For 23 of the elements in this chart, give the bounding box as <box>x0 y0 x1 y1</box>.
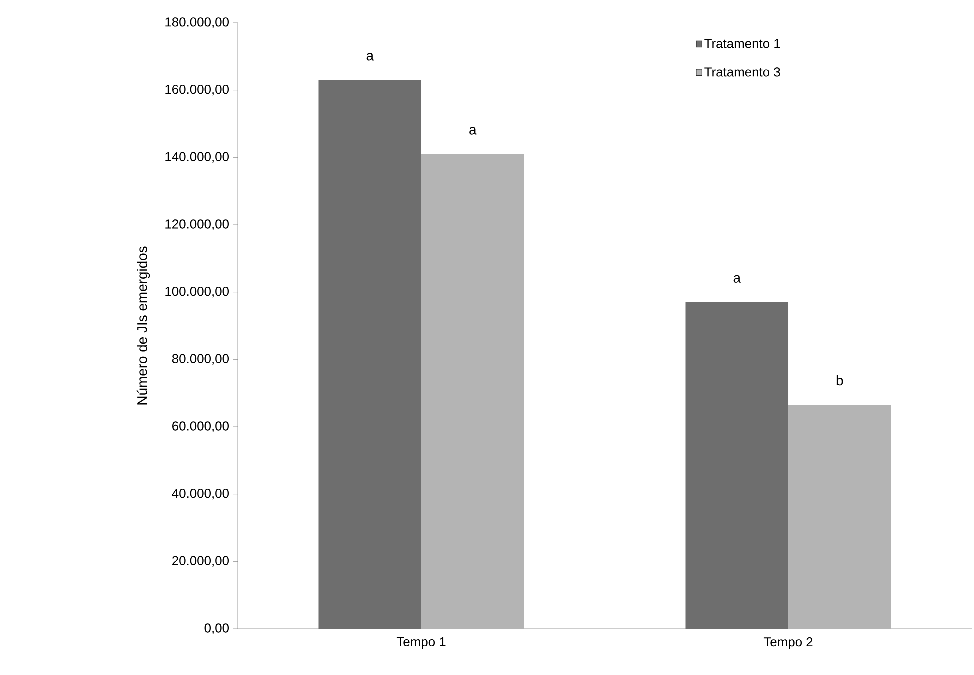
bar <box>788 405 892 629</box>
y-tick-label: 180.000,00 <box>166 18 229 28</box>
x-tick-label: Tempo 1 <box>396 638 446 650</box>
legend-label: Tratamento 3 <box>704 68 780 77</box>
y-tick-label: 140.000,00 <box>166 152 229 164</box>
y-tick-label: 100.000,00 <box>166 286 229 298</box>
bar <box>422 154 524 629</box>
y-tick-label: 0,00 <box>204 624 229 634</box>
bar <box>318 80 422 629</box>
legend-label: Tratamento 1 <box>704 39 780 48</box>
y-tick-label: 120.000,00 <box>166 220 229 230</box>
y-tick-label: 160.000,00 <box>166 84 229 96</box>
bar <box>686 302 789 629</box>
annotation: a <box>366 53 374 61</box>
y-tick-label: 40.000,00 <box>172 488 229 500</box>
y-axis-title: Número de JIs emergidos <box>136 246 150 405</box>
y-tick-label: 80.000,00 <box>172 354 229 366</box>
x-tick-label: Tempo 2 <box>764 638 813 650</box>
annotation: a <box>470 127 477 135</box>
y-tick-label: 60.000,00 <box>172 422 229 432</box>
annotation: a <box>734 275 742 283</box>
y-tick-label: 20.000,00 <box>172 556 229 568</box>
annotation: b <box>836 375 844 386</box>
